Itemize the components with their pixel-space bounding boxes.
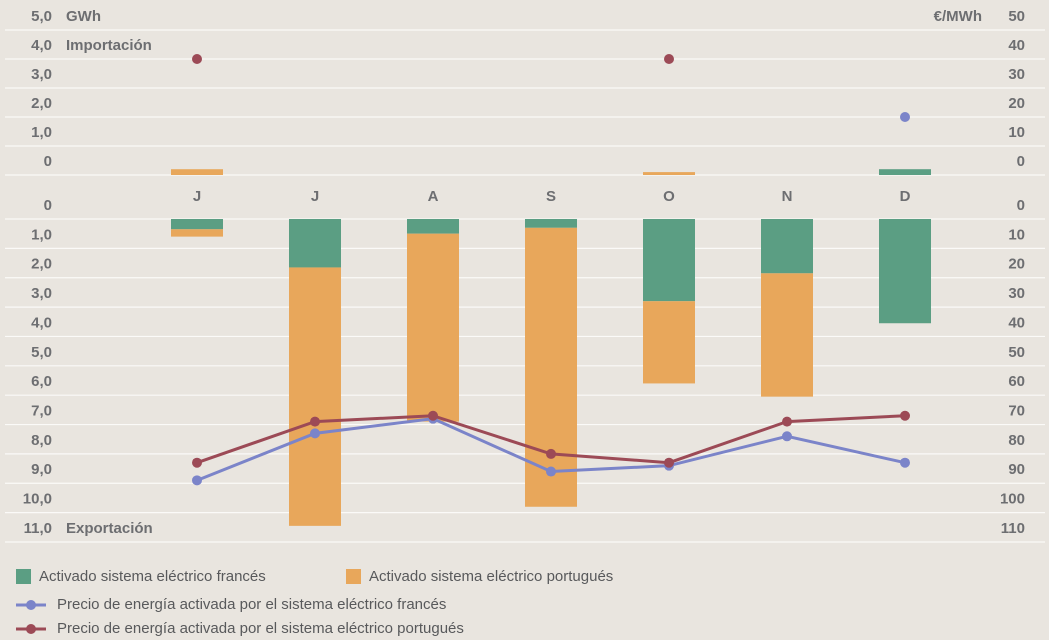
x-tick-label: J bbox=[193, 188, 201, 205]
annotation: Importación bbox=[66, 37, 152, 54]
y2-axis-label: €/MWh bbox=[934, 8, 982, 25]
y2-tick-label: 0 bbox=[1017, 197, 1025, 214]
line-marker bbox=[310, 428, 320, 439]
y-tick-label: 5,0 bbox=[31, 8, 52, 25]
y2-tick-label: 110 bbox=[1001, 520, 1025, 537]
bar bbox=[879, 219, 931, 324]
bar bbox=[879, 169, 931, 175]
bar bbox=[289, 219, 341, 268]
y-tick-label: 4,0 bbox=[31, 314, 52, 331]
line-marker bbox=[546, 466, 556, 477]
x-tick-label: A bbox=[428, 188, 439, 205]
legend-swatch bbox=[26, 624, 36, 634]
legend-swatch bbox=[346, 569, 361, 584]
y-tick-label: 6,0 bbox=[31, 373, 52, 390]
y2-tick-label: 10 bbox=[1008, 124, 1025, 141]
y-tick-label: 1,0 bbox=[31, 226, 52, 243]
bar bbox=[407, 233, 459, 422]
x-tick-label: O bbox=[663, 188, 675, 205]
line-marker bbox=[782, 431, 792, 442]
line-marker bbox=[192, 457, 202, 468]
y-tick-label: 0 bbox=[44, 153, 52, 170]
y2-tick-label: 0 bbox=[1017, 153, 1025, 170]
y2-tick-label: 20 bbox=[1008, 95, 1025, 112]
y-tick-label: 1,0 bbox=[31, 124, 52, 141]
bar bbox=[643, 172, 695, 175]
y2-tick-label: 30 bbox=[1008, 66, 1025, 83]
bar bbox=[171, 219, 223, 230]
bar bbox=[289, 267, 341, 526]
legend-label: Activado sistema eléctrico portugués bbox=[369, 568, 613, 585]
y2-tick-label: 100 bbox=[1000, 491, 1025, 508]
y-tick-label: 11,0 bbox=[24, 520, 52, 537]
bar bbox=[761, 219, 813, 274]
y2-tick-label: 20 bbox=[1008, 256, 1025, 273]
legend-label: Precio de energía activada por el sistem… bbox=[57, 596, 446, 613]
y2-tick-label: 40 bbox=[1008, 314, 1025, 331]
y2-tick-label: 90 bbox=[1008, 461, 1025, 478]
bar bbox=[407, 219, 459, 234]
y2-tick-label: 50 bbox=[1008, 344, 1025, 361]
line-marker bbox=[664, 54, 674, 64]
x-tick-label: D bbox=[900, 188, 911, 205]
y-axis-label: GWh bbox=[66, 8, 101, 25]
y-tick-label: 2,0 bbox=[31, 256, 52, 273]
y2-tick-label: 60 bbox=[1008, 373, 1025, 390]
x-tick-label: J bbox=[311, 188, 319, 205]
y-tick-label: 5,0 bbox=[31, 344, 52, 361]
x-tick-label: N bbox=[782, 188, 793, 205]
y-tick-label: 7,0 bbox=[31, 403, 52, 420]
line-marker bbox=[900, 410, 910, 421]
legend-swatch bbox=[26, 600, 36, 610]
y2-tick-label: 40 bbox=[1008, 37, 1025, 54]
line-marker bbox=[546, 448, 556, 459]
line-marker bbox=[664, 457, 674, 468]
legend-swatch bbox=[16, 569, 31, 584]
y-tick-label: 4,0 bbox=[31, 37, 52, 54]
line-marker bbox=[900, 112, 910, 122]
y2-tick-label: 80 bbox=[1008, 432, 1025, 449]
line-marker bbox=[192, 54, 202, 64]
y-tick-label: 10,0 bbox=[23, 491, 52, 508]
bar bbox=[525, 227, 577, 507]
bar bbox=[171, 169, 223, 175]
line-marker bbox=[900, 457, 910, 468]
bar bbox=[643, 219, 695, 302]
y-tick-label: 8,0 bbox=[31, 432, 52, 449]
bar bbox=[761, 273, 813, 397]
line-marker bbox=[428, 410, 438, 421]
legend-label: Activado sistema eléctrico francés bbox=[39, 568, 266, 585]
y-tick-label: 0 bbox=[44, 197, 52, 214]
line-marker bbox=[192, 475, 202, 486]
legend-label: Precio de energía activada por el sistem… bbox=[57, 620, 464, 637]
y2-tick-label: 50 bbox=[1008, 8, 1025, 25]
y2-tick-label: 30 bbox=[1008, 285, 1025, 302]
bar bbox=[525, 219, 577, 228]
y-tick-label: 3,0 bbox=[31, 66, 52, 83]
bar bbox=[643, 301, 695, 384]
y-tick-label: 3,0 bbox=[31, 285, 52, 302]
line-marker bbox=[310, 416, 320, 427]
x-tick-label: S bbox=[546, 188, 556, 205]
y2-tick-label: 10 bbox=[1008, 226, 1025, 243]
bar bbox=[171, 229, 223, 237]
y-tick-label: 2,0 bbox=[31, 95, 52, 112]
annotation: Exportación bbox=[66, 520, 153, 537]
line-marker bbox=[782, 416, 792, 427]
y2-tick-label: 70 bbox=[1008, 403, 1025, 420]
y-tick-label: 9,0 bbox=[31, 461, 52, 478]
